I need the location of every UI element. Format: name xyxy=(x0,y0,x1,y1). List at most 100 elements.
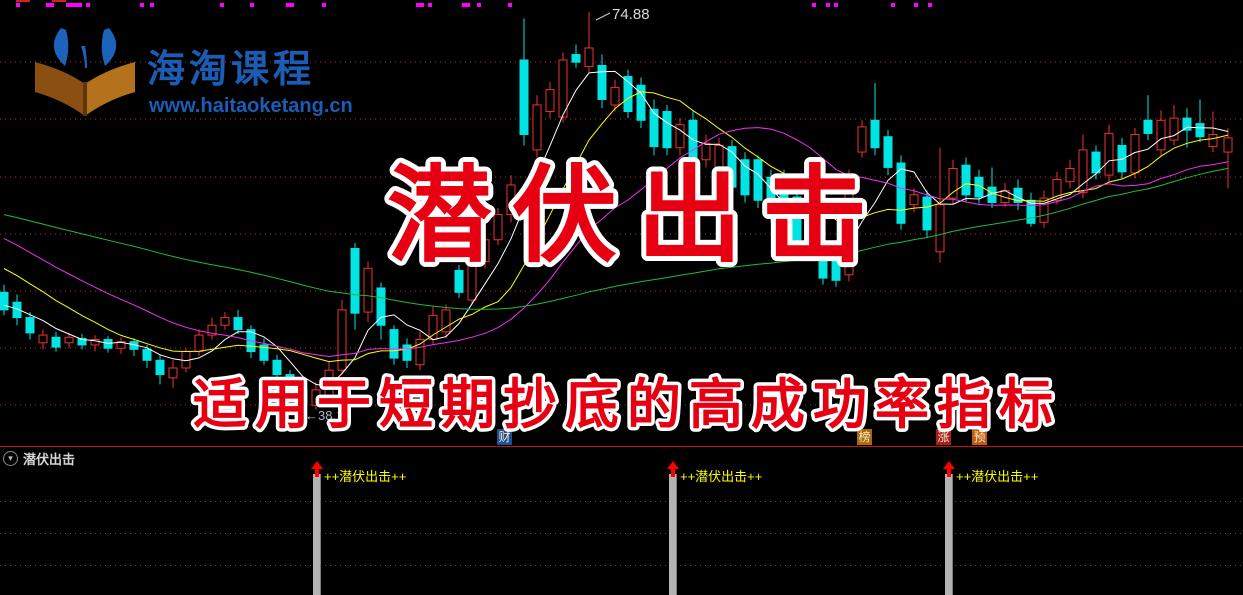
candle xyxy=(1208,111,1218,153)
candle xyxy=(168,360,178,388)
candle xyxy=(155,354,165,385)
candle xyxy=(220,312,230,330)
candle xyxy=(402,338,412,368)
candle xyxy=(376,282,386,340)
brand-url: www.haitaoketang.cn xyxy=(148,95,353,117)
panel-gridline xyxy=(0,533,1243,534)
event-tag[interactable]: 财 xyxy=(497,429,512,445)
candle xyxy=(337,300,347,375)
candle xyxy=(1195,99,1205,143)
candle xyxy=(389,325,399,365)
signal-label: ++潜伏出击++ xyxy=(324,469,407,484)
candle xyxy=(467,255,477,305)
candle xyxy=(779,169,789,226)
candle xyxy=(792,190,802,249)
candle xyxy=(922,190,932,238)
high-price-label: 74.88 xyxy=(612,6,650,23)
signal-label: ++潜伏出击++ xyxy=(680,469,763,484)
high-label-pointer xyxy=(595,12,611,21)
candle xyxy=(727,140,737,195)
candle xyxy=(233,309,243,335)
candle xyxy=(805,192,815,250)
top-markers-layer xyxy=(16,0,932,7)
candle xyxy=(558,52,568,123)
signal-up-arrow-icon xyxy=(667,461,679,477)
candle xyxy=(1117,137,1127,179)
signal-bar xyxy=(945,474,953,595)
candle xyxy=(662,104,672,156)
candle xyxy=(51,331,61,352)
signal-label: ++潜伏出击++ xyxy=(956,469,1039,484)
candle xyxy=(1026,192,1036,227)
indicator-panel: ▾ 潜伏出击 ++潜伏出击++ ++潜伏出击++ ++潜伏出击++ xyxy=(0,447,1243,595)
candle xyxy=(415,331,425,371)
brand-name: 海淘课程 xyxy=(147,49,315,91)
candle xyxy=(740,152,750,203)
candle xyxy=(571,44,581,68)
candle xyxy=(194,329,204,356)
candle xyxy=(1169,104,1179,146)
event-tag[interactable]: 榜 xyxy=(857,429,872,445)
candle xyxy=(285,370,295,400)
candle xyxy=(1000,182,1010,207)
indicator-header: ▾ 潜伏出击 xyxy=(3,450,76,467)
candle xyxy=(1223,127,1233,189)
collapse-panel-icon[interactable]: ▾ xyxy=(3,450,18,466)
candle xyxy=(259,338,269,365)
candle xyxy=(831,246,841,287)
ma-line-MA20 xyxy=(3,127,1229,358)
candle xyxy=(64,332,74,349)
candle xyxy=(1039,190,1049,228)
candle xyxy=(1065,159,1075,189)
low-price-label: ←38.11 xyxy=(305,408,350,423)
candle xyxy=(896,155,906,230)
candle xyxy=(844,169,854,282)
signal-up-arrow-icon xyxy=(943,461,955,477)
candle xyxy=(207,317,217,340)
candle xyxy=(714,137,724,172)
event-tag[interactable]: 预 xyxy=(972,429,987,445)
candle xyxy=(883,130,893,176)
candle xyxy=(298,384,308,415)
candle xyxy=(766,169,776,223)
candle xyxy=(350,243,360,330)
candle xyxy=(0,284,9,316)
candle xyxy=(519,18,529,146)
ma-line-MA5 xyxy=(3,70,1229,387)
candle xyxy=(636,77,646,128)
candle xyxy=(38,329,48,350)
open-book-icon xyxy=(35,28,135,116)
panel-gridline xyxy=(0,501,1243,502)
candle xyxy=(454,264,464,298)
signal-bar xyxy=(313,474,321,595)
indicator-name[interactable]: 潜伏出击 xyxy=(23,451,76,467)
panel-gridline xyxy=(0,565,1243,566)
candle xyxy=(584,12,594,73)
ma-line-MA10 xyxy=(3,91,1229,363)
candle xyxy=(1104,124,1114,182)
candle xyxy=(675,118,685,156)
watermark-logo: 海淘课程 www.haitaoketang.cn xyxy=(35,28,353,117)
candlestick-chart xyxy=(0,0,1243,415)
candle xyxy=(987,167,997,208)
candle xyxy=(623,69,633,119)
candle xyxy=(1130,127,1140,179)
candle xyxy=(25,312,35,340)
candle xyxy=(532,95,542,158)
candle xyxy=(545,81,555,119)
candle xyxy=(77,334,87,350)
candle xyxy=(1143,95,1153,141)
signal-up-arrow-icon xyxy=(311,461,323,477)
candles-layer xyxy=(0,12,1233,415)
candle xyxy=(961,157,971,203)
ma-lines-layer xyxy=(3,70,1229,387)
candle xyxy=(870,83,880,156)
candle xyxy=(1156,110,1166,156)
candle xyxy=(974,169,984,204)
candle xyxy=(818,245,828,285)
ma-line-MA60 xyxy=(3,167,1229,310)
candle xyxy=(948,159,958,205)
candle xyxy=(857,120,867,158)
event-tag[interactable]: 涨 xyxy=(936,429,951,445)
